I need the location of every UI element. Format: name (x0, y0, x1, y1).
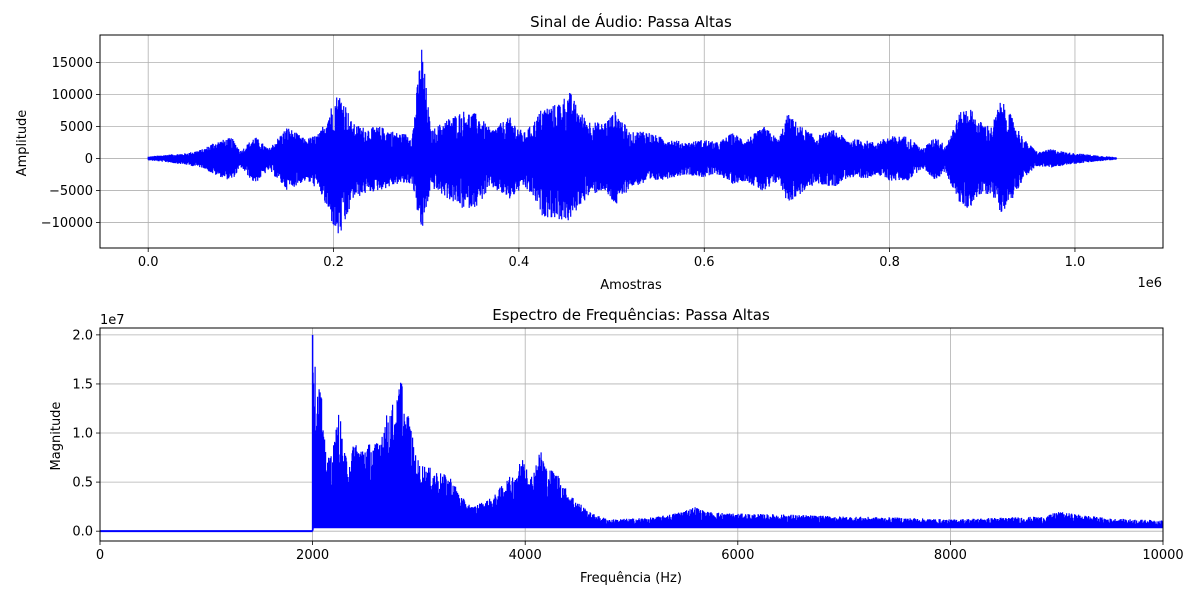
waveform-x-axis-label: Amostras (600, 278, 662, 293)
waveform-trace (147, 49, 1117, 234)
x-tick-label: 10000 (1142, 548, 1183, 563)
spectrum-plot-frame (99, 327, 1164, 542)
y-tick-label: 10000 (52, 88, 93, 103)
x-tick-label: 4000 (509, 548, 542, 563)
x-tick-label: 8000 (934, 548, 967, 563)
waveform-x-offset-text: 1e6 (1137, 276, 1162, 291)
spectrum-title: Espectro de Frequências: Passa Altas (492, 306, 770, 324)
x-tick-label: 0.0 (138, 255, 159, 270)
y-tick-label: 15000 (52, 56, 93, 71)
y-tick-label: 0.5 (72, 476, 93, 491)
x-tick-label: 0 (96, 548, 104, 563)
spectrum-subplot: 0 2000 4000 6000 8000 10000 0.0 0.5 1.0 1.5 2.0 E… (49, 306, 1184, 586)
spectrum-y-offset-text: 1e7 (100, 313, 125, 328)
x-tick-label: 0.6 (694, 255, 715, 270)
y-tick-label: 0.0 (72, 525, 93, 540)
spectrum-x-axis-label: Frequência (Hz) (580, 571, 682, 586)
waveform-y-ticks: −10000 −5000 0 5000 10000 15000 (41, 56, 100, 231)
x-tick-label: 1.0 (1065, 255, 1086, 270)
spectrum-x-ticks: 0 2000 4000 6000 8000 10000 (96, 541, 1184, 563)
x-tick-label: 0.2 (323, 255, 344, 270)
waveform-title: Sinal de Áudio: Passa Altas (530, 12, 732, 31)
spectrum-y-axis-label: Magnitude (49, 402, 64, 471)
y-tick-label: 2.0 (72, 328, 93, 343)
waveform-y-axis-label: Amplitude (15, 110, 30, 177)
y-tick-label: 1.0 (72, 427, 93, 442)
waveform-series-line (147, 49, 1117, 234)
spectrum-grid (99, 328, 1164, 541)
waveform-x-ticks: 0.0 0.2 0.4 0.6 0.8 1.0 (138, 248, 1085, 270)
x-tick-label: 0.4 (509, 255, 530, 270)
spectrum-series-line (100, 334, 1164, 533)
y-tick-label: −5000 (49, 184, 93, 199)
waveform-subplot: 0.0 0.2 0.4 0.6 0.8 1.0 −10000 −5000 0 5000 10000… (15, 12, 1164, 293)
x-tick-label: 6000 (721, 548, 754, 563)
y-tick-label: 0 (85, 152, 93, 167)
x-tick-label: 2000 (296, 548, 329, 563)
waveform-plot-frame (99, 34, 1164, 249)
y-tick-label: −10000 (41, 216, 93, 231)
x-tick-label: 0.8 (879, 255, 900, 270)
spectrum-y-ticks: 0.0 0.5 1.0 1.5 2.0 (72, 328, 100, 540)
y-tick-label: 1.5 (72, 377, 93, 392)
y-tick-label: 5000 (60, 120, 93, 135)
